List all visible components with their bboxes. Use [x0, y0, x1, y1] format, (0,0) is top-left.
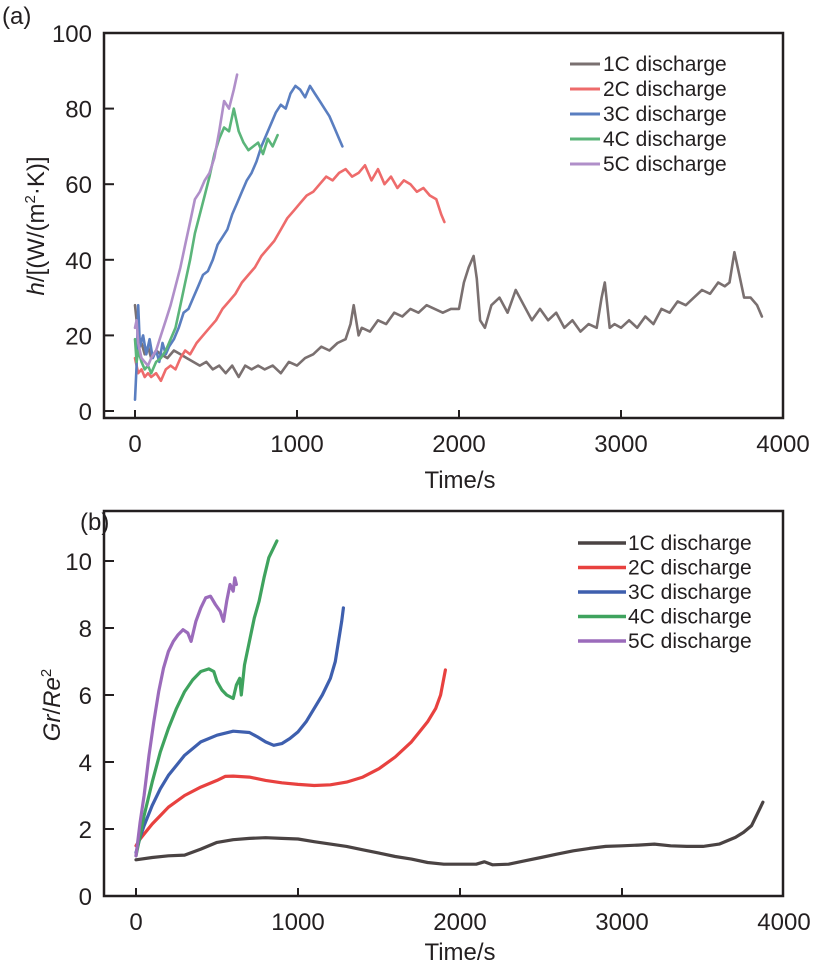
panel-b-x-tick-label: 1000 — [271, 909, 324, 936]
panel-b-y-tick-label: 2 — [79, 817, 92, 844]
panel-b-x-axis-title: Time/s — [424, 939, 495, 966]
panel-a-legend-label-2c-discharge: 2C discharge — [603, 78, 727, 101]
panel-b-y-tick-label: 8 — [79, 616, 92, 643]
panel-a-x-tick-label: 1000 — [270, 431, 323, 458]
panel-a-legend-label-4c-discharge: 4C discharge — [603, 128, 727, 151]
panel-a-series-4c-discharge — [133, 107, 279, 375]
panel-b-legend-label-4c-discharge: 4C discharge — [628, 606, 752, 629]
panel-b-legend-label-1c-discharge: 1C discharge — [628, 532, 752, 555]
panel-b-x-tick-label: 3000 — [595, 909, 648, 936]
panel-a-y-title-tail: ·K)] — [23, 156, 50, 195]
panel-a-x-tick-label: 4000 — [756, 431, 809, 458]
panel-b-y-axis-title: Gr/Re2 — [38, 669, 66, 741]
panel-a-x-tick-label: 3000 — [594, 431, 647, 458]
panel-b-legend-label-5c-discharge: 5C discharge — [628, 630, 752, 653]
panel-a-y-tick-label: 100 — [52, 21, 92, 48]
panel-a-series-1c-discharge — [133, 250, 764, 379]
panel-b-y-tick-label: 6 — [79, 683, 92, 710]
panel-a-y-tick-label: 40 — [65, 248, 92, 275]
panel-b-x-tick-label: 0 — [129, 909, 142, 936]
panel-b-y-tick-label: 4 — [79, 750, 92, 777]
panel-b-x-tick-label: 4000 — [757, 909, 810, 936]
panel-b-legend-label-2c-discharge: 2C discharge — [628, 557, 752, 580]
panel-a-legend-label-5c-discharge: 5C discharge — [603, 153, 727, 176]
panel-a-y-title-unit: /[(W/(m — [23, 204, 50, 283]
panel-a-ticks: 0 1000 2000 3000 4000 0 20 40 60 80 100 — [52, 21, 810, 458]
panel-b-x-tick-label: 2000 — [433, 909, 486, 936]
panel-a-plot-frame — [102, 31, 785, 420]
panel-a-y-tick-label: 0 — [79, 399, 92, 426]
panel-b-series — [134, 539, 765, 867]
panel-b-series-2c-discharge — [134, 668, 447, 848]
panel-b-y-title-sup: 2 — [38, 669, 55, 677]
panel-b-series-3c-discharge — [134, 606, 345, 855]
panel-b-y-title-re: Re — [39, 677, 66, 708]
panel-a-y-tick-label: 60 — [65, 172, 92, 199]
panel-b-legend-label-3c-discharge: 3C discharge — [628, 581, 752, 604]
panel-b-series-4c-discharge — [134, 539, 279, 858]
panel-b-plot-frame — [102, 509, 785, 898]
panel-a-y-axis-title: h/[(W/(m2·K)] — [22, 156, 50, 295]
panel-a-legend-label-1c-discharge: 1C discharge — [603, 53, 727, 76]
panel-a-legend-label-3c-discharge: 3C discharge — [603, 103, 727, 126]
panel-b-y-tick-label: 10 — [65, 549, 92, 576]
panel-a-series — [133, 73, 764, 402]
panel-b-series-1c-discharge — [134, 800, 765, 867]
panel-b-y-tick-label: 0 — [79, 884, 92, 911]
panel-a-y-tick-label: 20 — [65, 323, 92, 350]
panel-a-y-title-sup: 2 — [22, 195, 39, 203]
panel-a-y-tick-label: 80 — [65, 97, 92, 124]
panel-a-label: (a) — [2, 3, 31, 30]
panel-b-ticks: 0 1000 2000 3000 4000 0 2 4 6 8 10 — [65, 549, 810, 936]
panel-a-x-axis-title: Time/s — [424, 467, 495, 494]
panel-a-series-5c-discharge — [133, 73, 239, 367]
panel-b-y-title-sep: / — [39, 708, 66, 715]
panel-a-series-2c-discharge — [133, 164, 446, 383]
panel-a-x-tick-label: 0 — [128, 431, 141, 458]
panel-b-series-5c-discharge — [134, 576, 238, 858]
panel-a-x-tick-label: 2000 — [432, 431, 485, 458]
panel-a: (a) 0 1000 2000 3000 4000 0 20 40 60 80 100 1C dis… — [2, 3, 810, 494]
panel-a-y-title-h: h — [23, 282, 50, 295]
panel-b-y-title-gr: Gr — [39, 714, 66, 742]
